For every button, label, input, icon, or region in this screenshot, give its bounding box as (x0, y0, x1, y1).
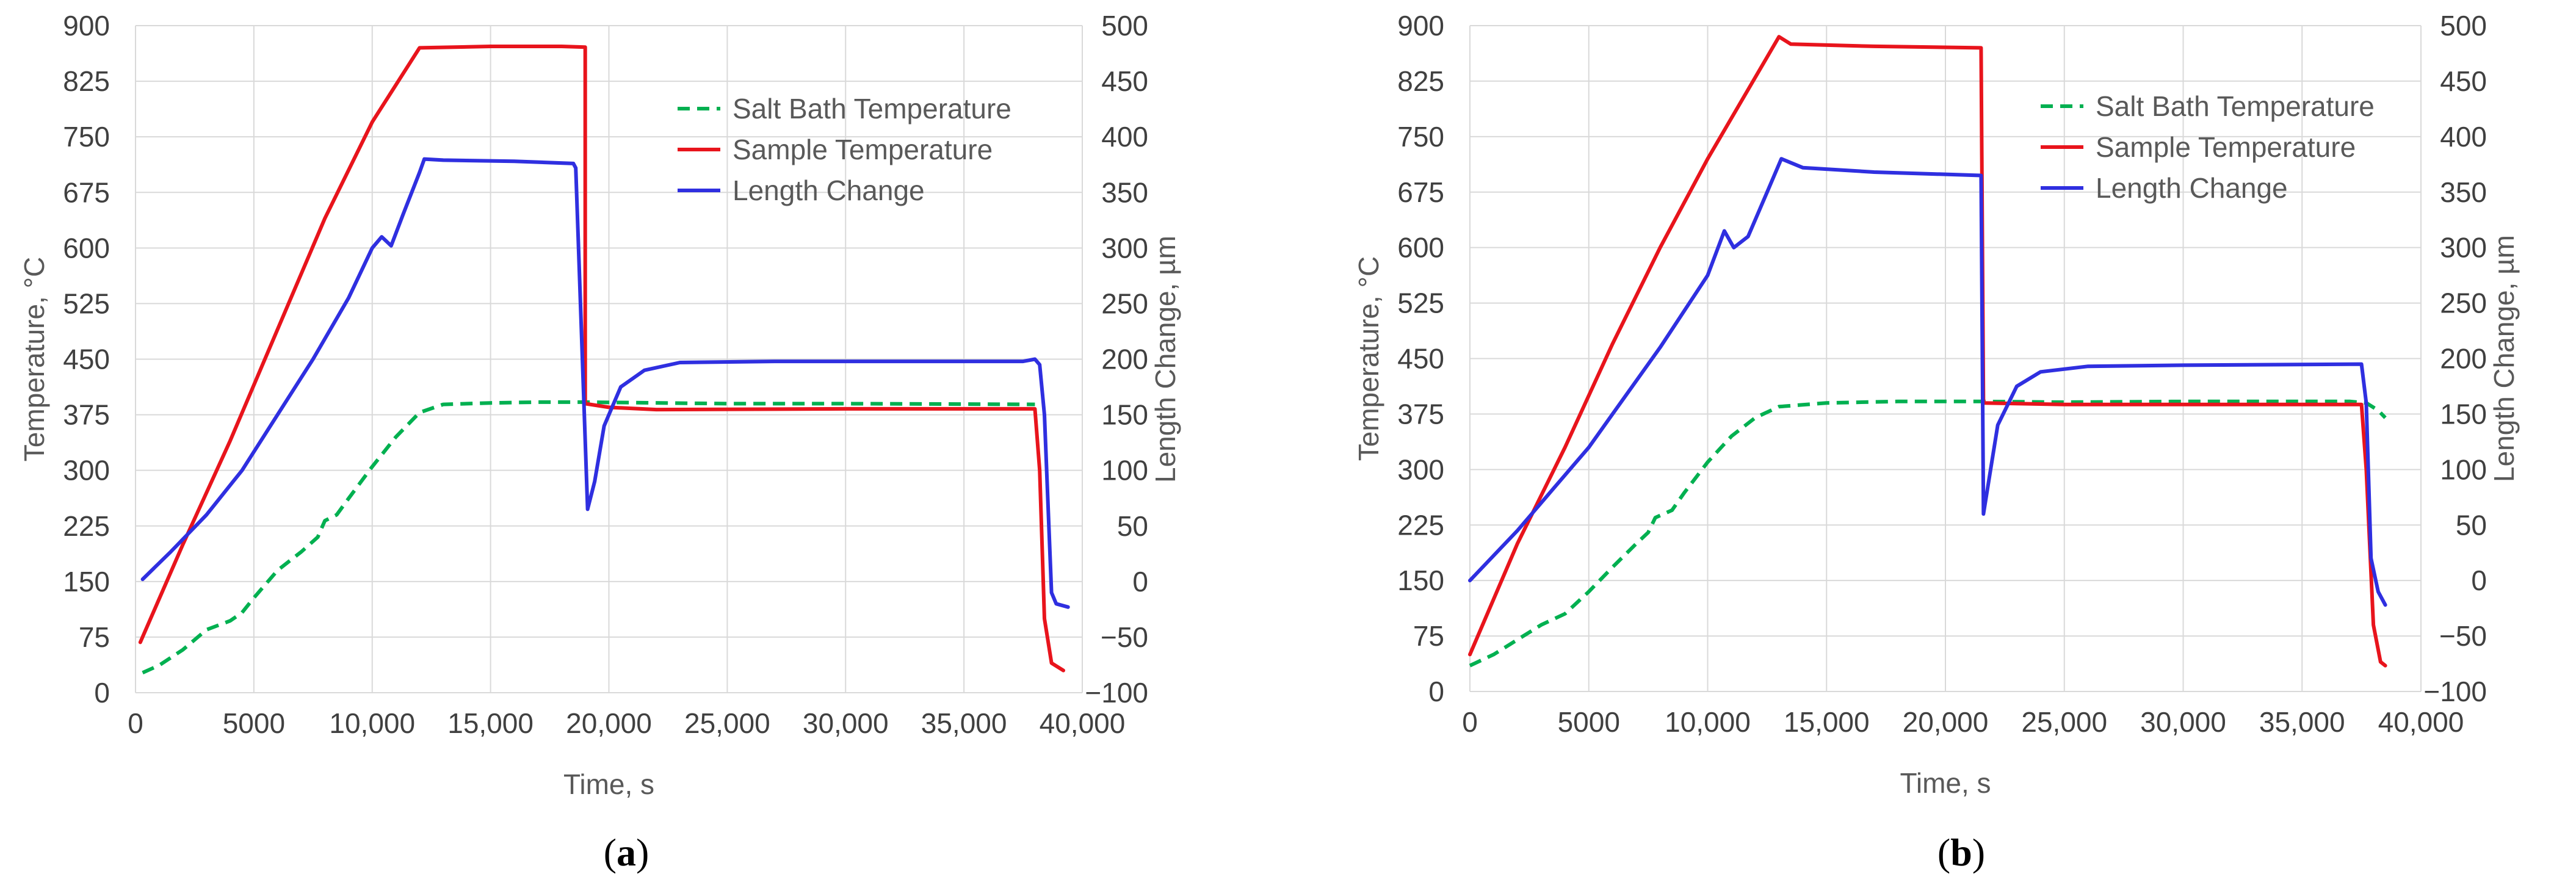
y2-tick-label: 150 (2440, 398, 2487, 430)
y-tick-label: 225 (63, 510, 110, 542)
legend-label: Length Change (733, 175, 925, 206)
panel-label: (b) (1937, 831, 1985, 874)
y2-axis-title: Length Change, µm (1149, 236, 1181, 483)
y2-tick-label: 500 (2440, 10, 2487, 42)
panel-label-paren: ( (604, 831, 617, 874)
y2-tick-label: 250 (2440, 287, 2487, 319)
x-tick-label: 40,000 (2378, 706, 2464, 738)
y-tick-label: 900 (1397, 10, 1444, 42)
y2-tick-label: 100 (2440, 453, 2487, 485)
series-line-length-change (1468, 157, 2387, 607)
panel-label-paren: ) (1972, 831, 1985, 874)
y2-tick-label: 50 (1117, 510, 1148, 542)
y-tick-label: 375 (63, 399, 110, 431)
legend-label: Length Change (2096, 172, 2288, 204)
y-tick-label: 900 (63, 10, 110, 42)
series-line-sample-temperature (1468, 35, 2387, 668)
x-tick-label: 0 (1462, 706, 1478, 738)
y2-tick-label: −100 (1085, 677, 1148, 709)
y-tick-label: 600 (1397, 232, 1444, 264)
y2-tick-label: 400 (2440, 121, 2487, 153)
x-tick-label: 0 (128, 707, 143, 739)
panel-label-paren: ( (1937, 831, 1950, 874)
x-tick-label: 35,000 (921, 707, 1007, 739)
y2-tick-label: 500 (1101, 10, 1148, 42)
y-tick-label: 450 (63, 344, 110, 375)
legend-label: Salt Bath Temperature (2096, 90, 2375, 122)
y-tick-label: 600 (63, 232, 110, 264)
y-tick-label: 300 (63, 455, 110, 486)
x-tick-label: 30,000 (2140, 706, 2226, 738)
x-tick-label: 5000 (1558, 706, 1620, 738)
y2-tick-label: 450 (2440, 65, 2487, 97)
y-tick-label: 750 (1397, 121, 1444, 153)
y2-tick-label: 250 (1101, 287, 1148, 319)
y2-tick-label: 0 (2471, 565, 2487, 596)
y2-tick-label: −50 (1101, 621, 1148, 653)
y-tick-label: 750 (63, 121, 110, 153)
y2-tick-label: 200 (2440, 343, 2487, 375)
y-tick-label: 675 (1397, 176, 1444, 208)
y2-tick-label: 350 (1101, 176, 1148, 208)
series-line-length-change (140, 157, 1070, 609)
panel-label: (a) (604, 831, 649, 874)
panel-label-letter: b (1950, 831, 1972, 874)
x-tick-label: 25,000 (2021, 706, 2107, 738)
y2-tick-label: −50 (2439, 620, 2487, 652)
legend-label: Sample Temperature (733, 134, 993, 165)
y-tick-label: 525 (63, 287, 110, 319)
y2-tick-label: −100 (2423, 676, 2487, 707)
x-axis-title: Time, s (1900, 767, 1991, 799)
y-tick-label: 150 (63, 566, 110, 597)
x-tick-label: 10,000 (329, 707, 415, 739)
y-tick-label: 225 (1397, 509, 1444, 541)
y-tick-label: 0 (94, 677, 110, 709)
x-tick-label: 15,000 (447, 707, 534, 739)
y2-tick-label: 350 (2440, 176, 2487, 208)
y2-tick-label: 300 (1101, 232, 1148, 264)
chart-panel-b: 0 75 150 225 300 375 450 525 600 675 750 825 900 −100… (1353, 10, 2520, 874)
x-tick-label: 30,000 (803, 707, 889, 739)
y-tick-label: 525 (1397, 287, 1444, 319)
y-tick-label: 450 (1397, 343, 1444, 375)
series-line-sample-temperature (138, 45, 1065, 673)
y-tick-label: 375 (1397, 398, 1444, 430)
y-tick-label: 75 (1413, 620, 1444, 652)
panel-label-paren: ) (636, 831, 649, 874)
chart-panel-a: 0 75 150 225 300 375 450 525 600 675 750 825 900 −100… (18, 10, 1181, 874)
y2-tick-label: 50 (2456, 509, 2487, 541)
y2-tick-label: 200 (1101, 344, 1148, 375)
legend-label: Salt Bath Temperature (733, 93, 1011, 125)
y-axis-title: Temperature, °C (1353, 256, 1384, 461)
series-line-salt-bath-temperature (1469, 399, 2387, 668)
y-tick-label: 75 (79, 621, 110, 653)
y2-tick-label: 100 (1101, 455, 1148, 486)
y2-tick-label: 400 (1101, 121, 1148, 153)
y2-tick-label: 0 (1132, 566, 1148, 597)
x-tick-label: 20,000 (1903, 706, 1989, 738)
y-tick-label: 675 (63, 176, 110, 208)
x-tick-label: 5000 (223, 707, 285, 739)
y2-tick-label: 300 (2440, 232, 2487, 264)
series-line-salt-bath-temperature (142, 400, 1035, 674)
y-tick-label: 0 (1428, 676, 1444, 707)
y-tick-label: 825 (1397, 65, 1444, 97)
y2-tick-label: 450 (1101, 65, 1148, 97)
y2-tick-label: 150 (1101, 399, 1148, 431)
y-axis-title: Temperature, °C (18, 257, 50, 461)
y-tick-label: 825 (63, 65, 110, 97)
panel-label-letter: a (617, 831, 636, 874)
x-tick-label: 10,000 (1665, 706, 1751, 738)
y2-axis-title: Length Change, µm (2488, 235, 2520, 482)
x-tick-label: 35,000 (2259, 706, 2345, 738)
x-tick-label: 15,000 (1784, 706, 1870, 738)
legend-label: Sample Temperature (2096, 131, 2356, 163)
x-tick-label: 20,000 (566, 707, 652, 739)
x-axis-title: Time, s (563, 768, 654, 800)
x-tick-label: 25,000 (684, 707, 770, 739)
x-tick-label: 40,000 (1040, 707, 1126, 739)
y-tick-label: 150 (1397, 565, 1444, 596)
y-tick-label: 300 (1397, 453, 1444, 485)
